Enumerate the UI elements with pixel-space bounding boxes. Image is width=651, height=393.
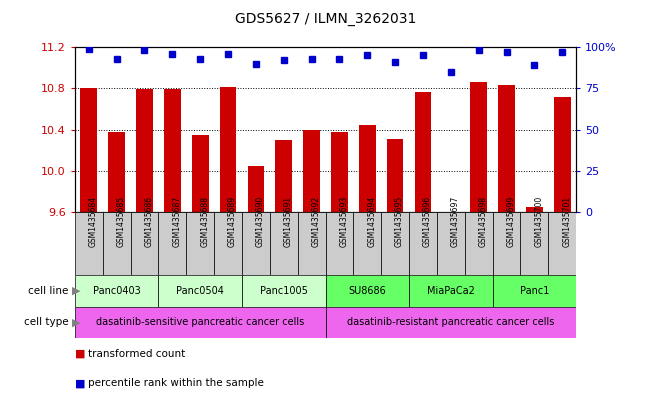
Bar xyxy=(415,92,432,212)
Text: GSM1435686: GSM1435686 xyxy=(145,196,154,247)
Text: GSM1435688: GSM1435688 xyxy=(201,196,209,247)
Bar xyxy=(493,275,576,307)
Bar xyxy=(548,212,576,275)
Bar xyxy=(275,140,292,212)
Bar xyxy=(214,212,242,275)
Bar xyxy=(192,135,208,212)
Text: dasatinib-resistant pancreatic cancer cells: dasatinib-resistant pancreatic cancer ce… xyxy=(347,317,555,327)
Text: transformed count: transformed count xyxy=(88,349,185,359)
Bar xyxy=(158,275,242,307)
Bar xyxy=(409,275,493,307)
Bar xyxy=(381,212,409,275)
Text: GSM1435701: GSM1435701 xyxy=(562,196,571,247)
Bar xyxy=(465,212,493,275)
Text: dasatinib-sensitive pancreatic cancer cells: dasatinib-sensitive pancreatic cancer ce… xyxy=(96,317,304,327)
Text: GSM1435699: GSM1435699 xyxy=(506,196,516,247)
Bar xyxy=(326,307,576,338)
Bar xyxy=(493,212,520,275)
Bar xyxy=(387,139,404,212)
Bar xyxy=(270,212,298,275)
Text: GSM1435690: GSM1435690 xyxy=(256,196,265,247)
Text: GSM1435695: GSM1435695 xyxy=(395,196,404,247)
Bar xyxy=(75,212,103,275)
Text: ■: ■ xyxy=(75,378,85,388)
Bar xyxy=(81,88,97,212)
Bar xyxy=(242,275,326,307)
Bar xyxy=(326,212,353,275)
Text: GSM1435694: GSM1435694 xyxy=(367,196,376,247)
Text: GSM1435700: GSM1435700 xyxy=(534,196,544,247)
Bar xyxy=(242,212,270,275)
Bar xyxy=(136,90,153,212)
Bar xyxy=(158,212,186,275)
Bar xyxy=(554,97,570,212)
Text: percentile rank within the sample: percentile rank within the sample xyxy=(88,378,264,388)
Text: Panc0403: Panc0403 xyxy=(92,286,141,296)
Text: MiaPaCa2: MiaPaCa2 xyxy=(427,286,475,296)
Text: GSM1435692: GSM1435692 xyxy=(312,196,320,247)
Bar xyxy=(186,212,214,275)
Text: GSM1435698: GSM1435698 xyxy=(478,196,488,247)
Bar xyxy=(359,125,376,212)
Bar xyxy=(353,212,381,275)
Text: GDS5627 / ILMN_3262031: GDS5627 / ILMN_3262031 xyxy=(235,12,416,26)
Bar xyxy=(103,212,131,275)
Bar xyxy=(164,90,181,212)
Text: Panc0504: Panc0504 xyxy=(176,286,224,296)
Text: GSM1435697: GSM1435697 xyxy=(450,196,460,247)
Bar xyxy=(520,212,548,275)
Text: ▶: ▶ xyxy=(72,317,80,327)
Bar xyxy=(470,82,487,212)
Bar xyxy=(75,307,326,338)
Bar xyxy=(108,132,125,212)
Text: GSM1435693: GSM1435693 xyxy=(339,196,348,247)
Text: SU8686: SU8686 xyxy=(348,286,386,296)
Text: GSM1435691: GSM1435691 xyxy=(284,196,293,247)
Bar xyxy=(75,275,158,307)
Text: GSM1435689: GSM1435689 xyxy=(228,196,237,247)
Text: cell type: cell type xyxy=(23,317,68,327)
Text: ■: ■ xyxy=(75,349,85,359)
Text: Panc1: Panc1 xyxy=(519,286,549,296)
Bar xyxy=(526,207,543,212)
Text: GSM1435687: GSM1435687 xyxy=(173,196,182,247)
Bar xyxy=(331,132,348,212)
Bar xyxy=(298,212,326,275)
Bar xyxy=(303,130,320,212)
Text: cell line: cell line xyxy=(28,286,68,296)
Text: GSM1435696: GSM1435696 xyxy=(423,196,432,247)
Text: GSM1435685: GSM1435685 xyxy=(117,196,126,247)
Bar xyxy=(131,212,158,275)
Bar xyxy=(409,212,437,275)
Bar xyxy=(247,166,264,212)
Text: Panc1005: Panc1005 xyxy=(260,286,308,296)
Bar xyxy=(219,87,236,212)
Bar xyxy=(498,85,515,212)
Text: ▶: ▶ xyxy=(72,286,80,296)
Bar xyxy=(326,275,409,307)
Text: GSM1435684: GSM1435684 xyxy=(89,196,98,247)
Bar xyxy=(437,212,465,275)
